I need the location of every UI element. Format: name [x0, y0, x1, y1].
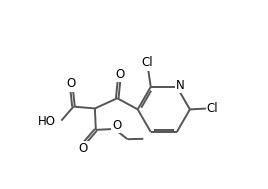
Text: O: O — [78, 142, 87, 155]
Text: Cl: Cl — [207, 102, 218, 115]
Text: Cl: Cl — [141, 57, 153, 70]
Text: O: O — [66, 77, 75, 90]
Text: O: O — [116, 68, 125, 81]
Text: HO: HO — [38, 115, 55, 128]
Text: O: O — [113, 119, 122, 132]
Text: N: N — [176, 79, 185, 92]
